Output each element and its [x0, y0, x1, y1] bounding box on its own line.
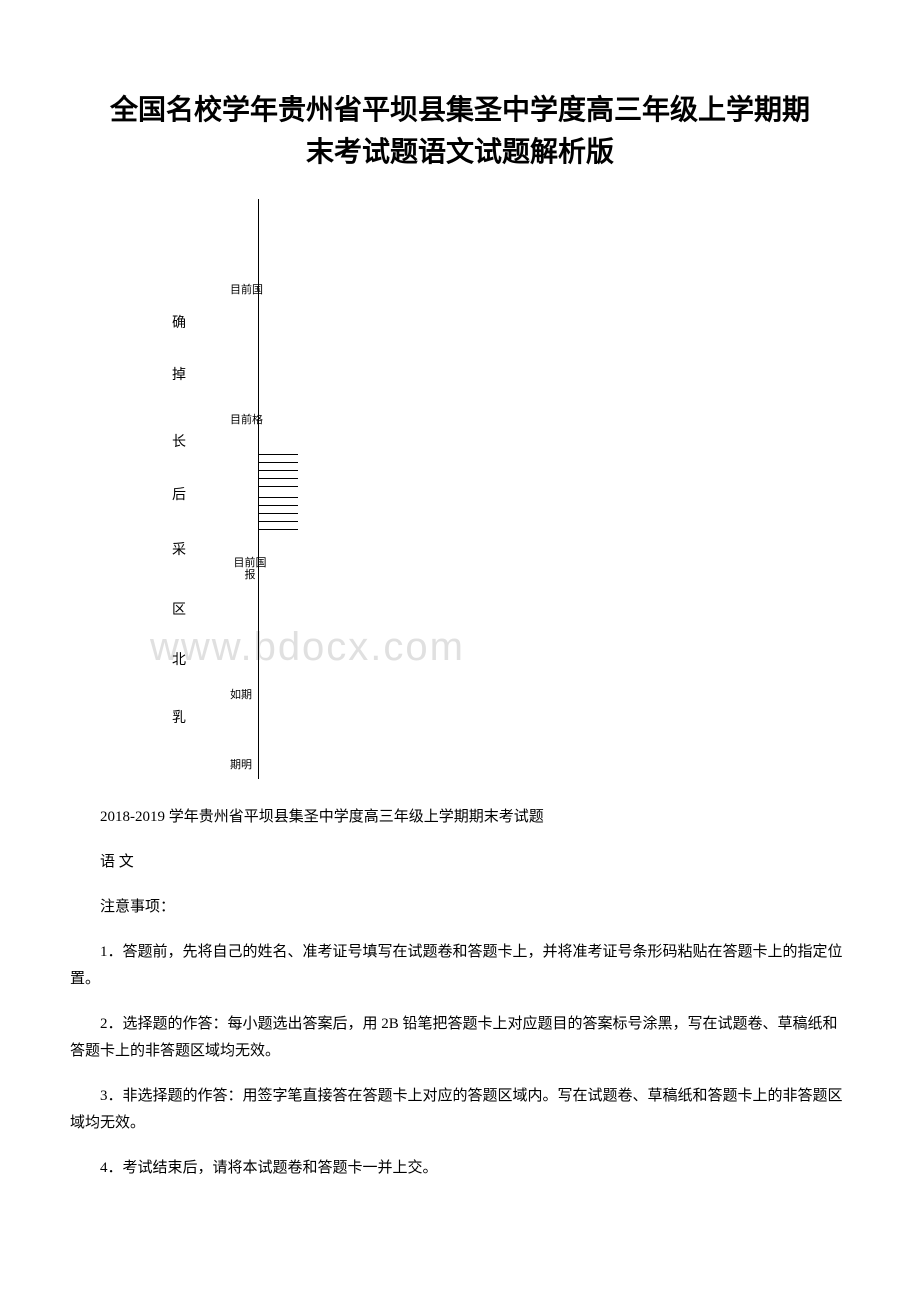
label-7: 北	[172, 649, 186, 669]
h-line	[258, 529, 298, 530]
box-text-3: 目前国报	[230, 557, 270, 581]
label-3: 长	[172, 431, 186, 451]
notice-item-1: 1．答题前，先将自己的姓名、准考证号填写在试题卷和答题卡上，并将准考证号条形码粘…	[70, 939, 850, 993]
label-6: 区	[172, 599, 186, 619]
h-line	[258, 505, 298, 506]
title-line-2: 末考试题语文试题解析版	[70, 132, 850, 174]
h-line	[258, 513, 298, 514]
box-text-1: 目前国	[230, 284, 263, 296]
h-line	[258, 470, 298, 471]
h-line	[258, 486, 298, 487]
h-line	[258, 462, 298, 463]
subtitle: 2018-2019 学年贵州省平坝县集圣中学度高三年级上学期期末考试题	[70, 804, 850, 831]
grid-lines-1	[258, 454, 298, 494]
notice-item-2: 2．选择题的作答：每小题选出答案后，用 2B 铅笔把答题卡上对应题目的答案标号涂…	[70, 1011, 850, 1065]
side-diagram: 目前国 确 掉 目前格 长 后 采 目前国报 区 北 如期 乳 期明	[130, 199, 270, 779]
h-line	[258, 497, 298, 498]
h-line	[258, 478, 298, 479]
notice-header: 注意事项：	[70, 894, 850, 921]
grid-lines-2	[258, 497, 298, 537]
box-text-5: 期明	[230, 759, 252, 771]
label-5: 采	[172, 539, 186, 559]
subject: 语 文	[70, 849, 850, 876]
notice-item-3: 3．非选择题的作答：用签字笔直接答在答题卡上对应的答题区域内。写在试题卷、草稿纸…	[70, 1083, 850, 1137]
h-line	[258, 454, 298, 455]
box-text-2: 目前格	[230, 414, 263, 426]
notice-item-4: 4．考试结束后，请将本试题卷和答题卡一并上交。	[70, 1155, 850, 1182]
label-1: 确	[172, 312, 186, 332]
label-4: 后	[172, 484, 186, 504]
document-title: 全国名校学年贵州省平坝县集圣中学度高三年级上学期期 末考试题语文试题解析版	[70, 90, 850, 174]
label-8: 乳	[172, 707, 186, 727]
title-line-1: 全国名校学年贵州省平坝县集圣中学度高三年级上学期期	[70, 90, 850, 132]
h-line	[258, 521, 298, 522]
box-text-4: 如期	[230, 689, 252, 701]
label-2: 掉	[172, 364, 186, 384]
